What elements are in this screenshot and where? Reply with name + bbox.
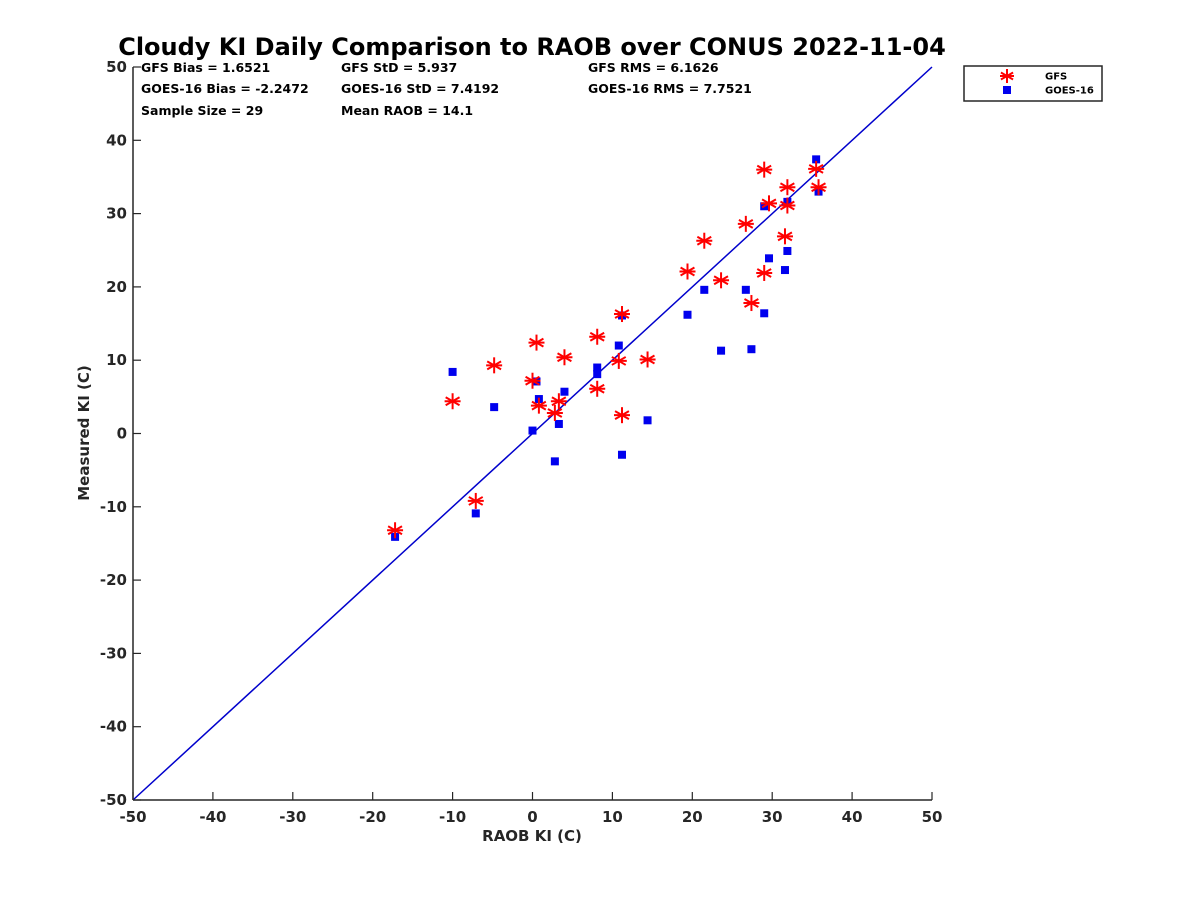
point-goes-16 bbox=[554, 419, 563, 428]
point-gfs bbox=[556, 349, 573, 366]
point-goes-16 bbox=[812, 155, 821, 164]
chart-title: Cloudy KI Daily Comparison to RAOB over … bbox=[118, 33, 946, 61]
point-gfs bbox=[810, 179, 827, 196]
point-gfs bbox=[696, 232, 713, 249]
point-gfs bbox=[387, 522, 404, 539]
y-tick-label: 0 bbox=[117, 425, 127, 443]
stat-text: Sample Size = 29 bbox=[141, 103, 263, 118]
point-goes-16 bbox=[560, 387, 569, 396]
y-tick-label: 30 bbox=[106, 205, 127, 223]
point-goes-16 bbox=[528, 426, 537, 435]
data-marks bbox=[387, 155, 827, 541]
stats-annotations: GFS Bias = 1.6521 GFS StD = 5.937 GFS RMS … bbox=[141, 60, 752, 118]
point-gfs bbox=[808, 160, 825, 177]
stat-text: GOES-16 StD = 7.4192 bbox=[341, 81, 499, 96]
point-gfs bbox=[530, 397, 547, 414]
legend-marker-goes-16 bbox=[1003, 86, 1011, 94]
point-goes-16 bbox=[700, 285, 709, 294]
stat-text: Mean RAOB = 14.1 bbox=[341, 103, 473, 118]
point-goes-16 bbox=[490, 403, 499, 412]
y-tick-label: -10 bbox=[100, 498, 127, 516]
legend-label: GFS bbox=[1045, 72, 1067, 83]
y-tick-label: -40 bbox=[100, 718, 127, 736]
point-goes-16 bbox=[617, 450, 626, 459]
legend-label: GOES-16 bbox=[1045, 86, 1094, 97]
x-tick-label: -50 bbox=[119, 808, 146, 826]
point-gfs bbox=[613, 306, 630, 323]
y-axis-label: Measured KI (C) bbox=[75, 365, 93, 501]
point-gfs bbox=[467, 492, 484, 509]
point-goes-16 bbox=[614, 341, 623, 350]
legend-marker-gfs bbox=[1000, 69, 1014, 83]
x-tick-label: 10 bbox=[602, 808, 623, 826]
y-tick-label: 10 bbox=[106, 351, 127, 369]
legend-box bbox=[963, 65, 1103, 102]
x-tick-label: -40 bbox=[199, 808, 226, 826]
x-axis-label: RAOB KI (C) bbox=[482, 827, 582, 845]
x-tick-label: 40 bbox=[842, 808, 863, 826]
stat-text: GFS RMS = 6.1626 bbox=[588, 60, 719, 75]
point-gfs bbox=[589, 328, 606, 345]
point-gfs bbox=[639, 351, 656, 368]
point-goes-16 bbox=[717, 346, 726, 355]
x-tick-label: -30 bbox=[279, 808, 306, 826]
point-goes-16 bbox=[741, 285, 750, 294]
point-goes-16 bbox=[780, 266, 789, 275]
stat-text: GFS Bias = 1.6521 bbox=[141, 60, 270, 75]
x-tick-label: 30 bbox=[762, 808, 783, 826]
x-tick-label: 50 bbox=[922, 808, 943, 826]
point-gfs bbox=[713, 272, 730, 289]
y-tick-label: -30 bbox=[100, 644, 127, 662]
y-tick-label: 50 bbox=[106, 58, 127, 76]
x-tick-label: -20 bbox=[359, 808, 386, 826]
point-goes-16 bbox=[683, 310, 692, 319]
x-tick-label: -10 bbox=[439, 808, 466, 826]
point-goes-16 bbox=[760, 309, 769, 318]
point-gfs bbox=[679, 263, 696, 280]
point-gfs bbox=[743, 295, 760, 312]
point-gfs bbox=[524, 372, 541, 389]
legend: GFS GOES-16 bbox=[963, 65, 1103, 102]
stat-text: GOES-16 RMS = 7.7521 bbox=[588, 81, 752, 96]
point-gfs bbox=[779, 179, 796, 196]
point-gfs bbox=[528, 334, 545, 351]
point-gfs bbox=[756, 264, 773, 281]
y-tick-label: -50 bbox=[100, 791, 127, 809]
axis-ticks: -50 -40 -30 -20 -10 0 10 20 30 40 50 -50 -40 -30 -20 -1… bbox=[100, 58, 943, 826]
point-gfs bbox=[761, 195, 778, 212]
x-tick-label: 20 bbox=[682, 808, 703, 826]
y-tick-label: 20 bbox=[106, 278, 127, 296]
point-gfs bbox=[737, 215, 754, 232]
y-tick-label: -20 bbox=[100, 571, 127, 589]
point-goes-16 bbox=[550, 457, 559, 466]
point-gfs bbox=[756, 161, 773, 178]
point-goes-16 bbox=[643, 416, 652, 425]
y-tick-label: 40 bbox=[106, 131, 127, 149]
point-goes-16 bbox=[765, 254, 774, 263]
point-goes-16 bbox=[593, 363, 602, 372]
point-gfs bbox=[610, 352, 627, 369]
point-goes-16 bbox=[593, 370, 602, 379]
point-gfs bbox=[444, 393, 461, 410]
point-goes-16 bbox=[783, 246, 792, 255]
point-gfs bbox=[776, 228, 793, 245]
point-gfs bbox=[486, 357, 503, 374]
point-goes-16 bbox=[471, 509, 480, 518]
x-tick-label: 0 bbox=[527, 808, 537, 826]
point-gfs bbox=[589, 380, 606, 397]
stat-text: GOES-16 Bias = -2.2472 bbox=[141, 81, 309, 96]
stat-text: GFS StD = 5.937 bbox=[341, 60, 457, 75]
point-goes-16 bbox=[448, 367, 457, 376]
point-gfs bbox=[550, 393, 567, 410]
point-goes-16 bbox=[747, 345, 756, 354]
point-gfs bbox=[613, 407, 630, 424]
point-gfs bbox=[779, 197, 796, 214]
point-gfs bbox=[546, 404, 563, 421]
